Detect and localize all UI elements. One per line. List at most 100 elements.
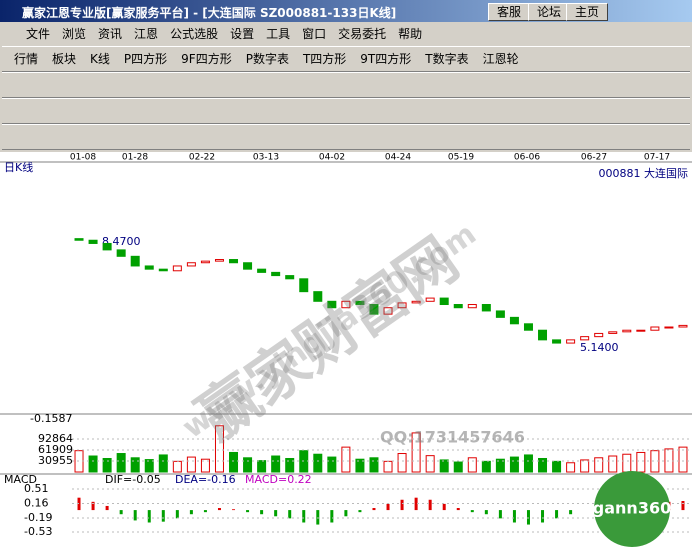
- volume-bar: [439, 459, 449, 473]
- candle: [355, 300, 365, 306]
- volume-bar: [453, 461, 463, 473]
- toolbar-button[interactable]: 9T四方形: [360, 52, 412, 66]
- date-label: 03-13: [253, 153, 279, 163]
- volume-bar: [229, 451, 239, 473]
- volume-bar: [172, 460, 182, 473]
- volume-bar: [566, 462, 576, 473]
- toolbar-button[interactable]: 9F四方形: [181, 52, 232, 66]
- candle: [425, 297, 435, 302]
- candle: [678, 324, 688, 328]
- menu-item[interactable]: 帮助: [398, 27, 423, 41]
- candle: [341, 300, 351, 309]
- date-label: 06-06: [514, 153, 540, 163]
- volume-bar: [74, 450, 84, 473]
- toolbar-button[interactable]: 行情: [14, 52, 39, 66]
- volume-bar: [369, 457, 379, 473]
- volume-bar: [243, 457, 253, 473]
- candle: [594, 332, 604, 338]
- volume-bar: [313, 453, 323, 473]
- date-label: 04-02: [319, 153, 345, 163]
- volume-bar: [144, 459, 154, 473]
- candle: [552, 339, 562, 344]
- toolbar-button[interactable]: T四方形: [302, 52, 347, 66]
- candle: [523, 323, 533, 331]
- candle: [88, 239, 98, 244]
- volume-bar: [678, 446, 688, 473]
- candle: [130, 255, 140, 267]
- volume-bar: [594, 457, 604, 473]
- volume-bar: [523, 454, 533, 473]
- candle: [243, 262, 253, 270]
- menu-item[interactable]: 文件: [26, 27, 51, 41]
- macd-title: MACD: [4, 473, 37, 486]
- toolbar-button[interactable]: K线: [90, 52, 110, 66]
- menu-item[interactable]: 江恩: [134, 27, 159, 41]
- candle: [172, 265, 182, 272]
- candle: [622, 329, 632, 333]
- menu-item[interactable]: 公式选股: [170, 27, 219, 41]
- dif-label: DIF=-0.05: [105, 473, 161, 486]
- candle: [580, 336, 590, 341]
- toolbar-button[interactable]: P四方形: [123, 52, 168, 66]
- toolbar: [2, 72, 690, 98]
- volume-bar: [271, 455, 281, 473]
- window-title: 赢家江恩专业版[赢家服务平台] - [大连国际 SZ000881-133日K线]: [22, 6, 397, 20]
- volume-bar: [341, 446, 351, 473]
- logo-text: gann360: [593, 499, 671, 518]
- candle: [481, 304, 491, 312]
- date-label: 05-19: [448, 153, 474, 163]
- date-label: 01-28: [122, 153, 148, 163]
- menu-bar: 文件 浏览 资讯 江恩 公式选股 设置 工具 窗口 交易委托 帮助: [26, 24, 422, 44]
- toolbar-button[interactable]: 板块: [52, 52, 77, 66]
- candle: [439, 297, 449, 306]
- volume-bar: [608, 455, 618, 473]
- candle: [383, 307, 393, 315]
- candle: [608, 331, 618, 334]
- menu-item[interactable]: 资讯: [98, 27, 123, 41]
- menu-item[interactable]: 窗口: [302, 27, 327, 41]
- toolbar-button[interactable]: T数字表: [425, 52, 469, 66]
- candle: [566, 339, 576, 344]
- axis-label: -0.1587: [30, 412, 72, 425]
- menu-item[interactable]: 工具: [266, 27, 291, 41]
- date-label: 06-27: [581, 153, 607, 163]
- candle: [664, 326, 674, 329]
- price-high: 8.4700: [102, 235, 141, 248]
- period-label: 日K线: [4, 160, 33, 174]
- toolbar-button[interactable]: P数字表: [245, 52, 289, 66]
- macd-tick-label: -0.53: [24, 525, 52, 538]
- title-button[interactable]: 客服: [488, 3, 530, 21]
- watermark-qq: QQ:1731457646: [380, 428, 525, 447]
- toolbar-button[interactable]: 江恩轮: [482, 52, 519, 66]
- volume-bar: [355, 458, 365, 473]
- candle: [509, 316, 519, 325]
- title-button[interactable]: 主页: [566, 3, 608, 21]
- stock-label: 000881 大连国际: [599, 166, 689, 180]
- title-bar: 赢家江恩专业版[赢家服务平台] - [大连国际 SZ000881-133日K线]…: [0, 0, 692, 22]
- volume-bar: [383, 460, 393, 473]
- title-button[interactable]: 论坛: [528, 3, 570, 21]
- volume-tick-label: 61909: [38, 443, 73, 456]
- date-label: 01-08: [70, 153, 96, 163]
- volume-bar: [285, 457, 295, 473]
- menu-item[interactable]: 浏览: [62, 27, 87, 41]
- menu-item[interactable]: 交易委托: [338, 27, 387, 41]
- candle: [650, 326, 660, 331]
- candle: [102, 242, 112, 251]
- candle: [369, 304, 379, 315]
- watermark-url: www.yingjia360.com: [176, 217, 483, 446]
- toolbar-items: 行情 板块 K线 P四方形 9F四方形 P数字表 T四方形 9T四方形 T数字表 江恩轮: [14, 48, 519, 70]
- candle: [397, 302, 407, 309]
- volume-bar: [102, 457, 112, 473]
- candle: [214, 259, 224, 262]
- volume-bar: [425, 455, 435, 473]
- candle: [538, 329, 548, 341]
- date-label: 07-17: [644, 153, 670, 163]
- candle: [299, 278, 309, 293]
- volume-bar: [622, 453, 632, 473]
- volume-bar: [411, 432, 421, 473]
- volume-bar: [636, 451, 646, 473]
- candle: [116, 249, 126, 257]
- menu-item[interactable]: 设置: [230, 27, 255, 41]
